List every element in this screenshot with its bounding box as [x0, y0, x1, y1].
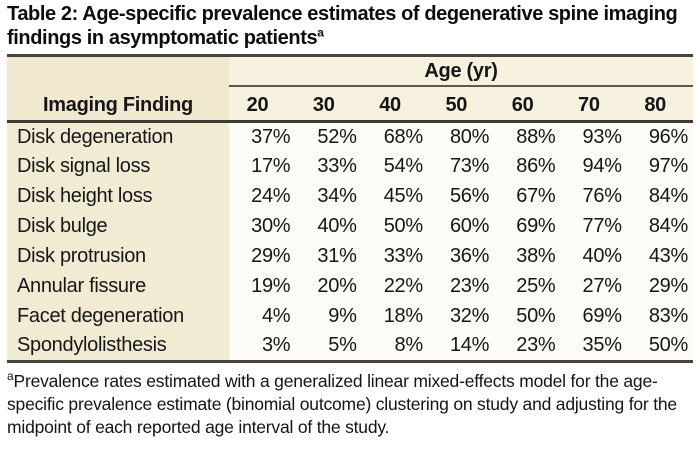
prevalence-value: 93%	[560, 121, 627, 152]
table-row-spondylolisthesis: Spondylolisthesis 3% 5% 8% 14% 23% 35% 50%	[7, 331, 693, 362]
prevalence-value: 14%	[427, 331, 495, 362]
prevalence-value: 94%	[560, 151, 627, 182]
prevalence-value: 33%	[361, 241, 428, 272]
prevalence-value: 88%	[494, 121, 561, 152]
prevalence-value: 27%	[560, 271, 627, 302]
prevalence-value: 36%	[427, 241, 495, 272]
prevalence-value: 32%	[427, 301, 495, 332]
prevalence-value: 35%	[560, 331, 627, 362]
prevalence-value: 50%	[494, 301, 561, 332]
prevalence-table: Age (yr) Imaging Finding 20 30 40 50 60 70 80 …	[7, 54, 693, 363]
row-label: Disk degeneration	[7, 121, 229, 152]
prevalence-value: 68%	[361, 121, 428, 152]
prevalence-value: 60%	[427, 211, 495, 242]
row-label: Disk signal loss	[7, 151, 229, 182]
row-label: Disk protrusion	[7, 241, 229, 272]
age-group-header-row: Age (yr)	[7, 55, 693, 87]
prevalence-value: 37%	[229, 121, 296, 152]
footnote-superscript: a	[7, 369, 14, 384]
table-row-disk-signal-loss: Disk signal loss 17% 33% 54% 73% 86% 94% 97%	[7, 151, 693, 182]
prevalence-value: 38%	[494, 241, 561, 272]
prevalence-value: 23%	[494, 331, 561, 362]
prevalence-value: 31%	[295, 241, 362, 272]
prevalence-value: 29%	[229, 241, 296, 272]
prevalence-value: 96%	[626, 121, 693, 152]
footnote-text: Prevalence rates estimated with a genera…	[7, 371, 677, 437]
table-row-annular-fissure: Annular fissure 19% 20% 22% 23% 25% 27% 29%	[7, 271, 693, 302]
prevalence-value: 56%	[427, 181, 495, 212]
column-header-row: Imaging Finding 20 30 40 50 60 70 80	[7, 85, 693, 123]
prevalence-value: 3%	[229, 331, 296, 362]
table-title-text: Table 2: Age-specific prevalence estimat…	[7, 3, 678, 49]
prevalence-value: 22%	[361, 271, 428, 302]
prevalence-value: 5%	[295, 331, 362, 362]
table-title-superscript: a	[317, 25, 324, 40]
prevalence-value: 52%	[295, 121, 362, 152]
age-column-header-40: 40	[361, 85, 428, 123]
prevalence-value: 83%	[626, 301, 693, 332]
prevalence-value: 40%	[295, 211, 362, 242]
prevalence-value: 67%	[494, 181, 561, 212]
prevalence-value: 69%	[560, 301, 627, 332]
prevalence-value: 17%	[229, 151, 296, 182]
prevalence-value: 34%	[295, 181, 362, 212]
age-column-header-30: 30	[295, 85, 362, 123]
age-column-header-80: 80	[626, 85, 693, 123]
prevalence-value: 23%	[427, 271, 495, 302]
table-title: Table 2: Age-specific prevalence estimat…	[7, 2, 694, 50]
prevalence-value: 43%	[626, 241, 693, 272]
prevalence-value: 50%	[626, 331, 693, 362]
prevalence-value: 4%	[229, 301, 296, 332]
table-body: Disk degeneration 37% 52% 68% 80% 88% 93% 96% Di…	[7, 121, 693, 362]
table-header: Age (yr) Imaging Finding 20 30 40 50 60 70 80	[7, 55, 693, 123]
prevalence-value: 69%	[494, 211, 561, 242]
prevalence-value: 54%	[361, 151, 428, 182]
prevalence-value: 29%	[626, 271, 693, 302]
row-label: Disk bulge	[7, 211, 229, 242]
prevalence-value: 40%	[560, 241, 627, 272]
prevalence-value: 8%	[361, 331, 428, 362]
prevalence-value: 97%	[626, 151, 693, 182]
corner-cell	[7, 55, 229, 86]
prevalence-value: 9%	[295, 301, 362, 332]
prevalence-value: 19%	[229, 271, 296, 302]
prevalence-value: 18%	[361, 301, 428, 332]
row-label: Spondylolisthesis	[7, 331, 229, 362]
prevalence-value: 24%	[229, 181, 296, 212]
table-row-disk-degeneration: Disk degeneration 37% 52% 68% 80% 88% 93% 96%	[7, 121, 693, 152]
prevalence-value: 45%	[361, 181, 428, 212]
prevalence-value: 33%	[295, 151, 362, 182]
prevalence-value: 86%	[494, 151, 561, 182]
imaging-finding-header: Imaging Finding	[7, 85, 229, 123]
table-row-disk-height-loss: Disk height loss 24% 34% 45% 56% 67% 76% 84%	[7, 181, 693, 212]
prevalence-value: 50%	[361, 211, 428, 242]
prevalence-value: 25%	[494, 271, 561, 302]
age-group-header: Age (yr)	[229, 55, 693, 87]
table-row-facet-degeneration: Facet degeneration 4% 9% 18% 32% 50% 69% 83%	[7, 301, 693, 332]
prevalence-value: 20%	[295, 271, 362, 302]
footnote: aPrevalence rates estimated with a gener…	[7, 370, 694, 439]
age-column-header-20: 20	[229, 85, 296, 123]
prevalence-value: 30%	[229, 211, 296, 242]
prevalence-value: 76%	[560, 181, 627, 212]
age-column-header-70: 70	[560, 85, 627, 123]
row-label: Annular fissure	[7, 271, 229, 302]
age-column-header-60: 60	[494, 85, 561, 123]
prevalence-value: 73%	[427, 151, 495, 182]
table-row-disk-bulge: Disk bulge 30% 40% 50% 60% 69% 77% 84%	[7, 211, 693, 242]
row-label: Disk height loss	[7, 181, 229, 212]
prevalence-value: 84%	[626, 211, 693, 242]
row-label: Facet degeneration	[7, 301, 229, 332]
prevalence-value: 84%	[626, 181, 693, 212]
age-column-header-50: 50	[427, 85, 495, 123]
table-row-disk-protrusion: Disk protrusion 29% 31% 33% 36% 38% 40% 43%	[7, 241, 693, 272]
prevalence-value: 80%	[427, 121, 495, 152]
prevalence-value: 77%	[560, 211, 627, 242]
